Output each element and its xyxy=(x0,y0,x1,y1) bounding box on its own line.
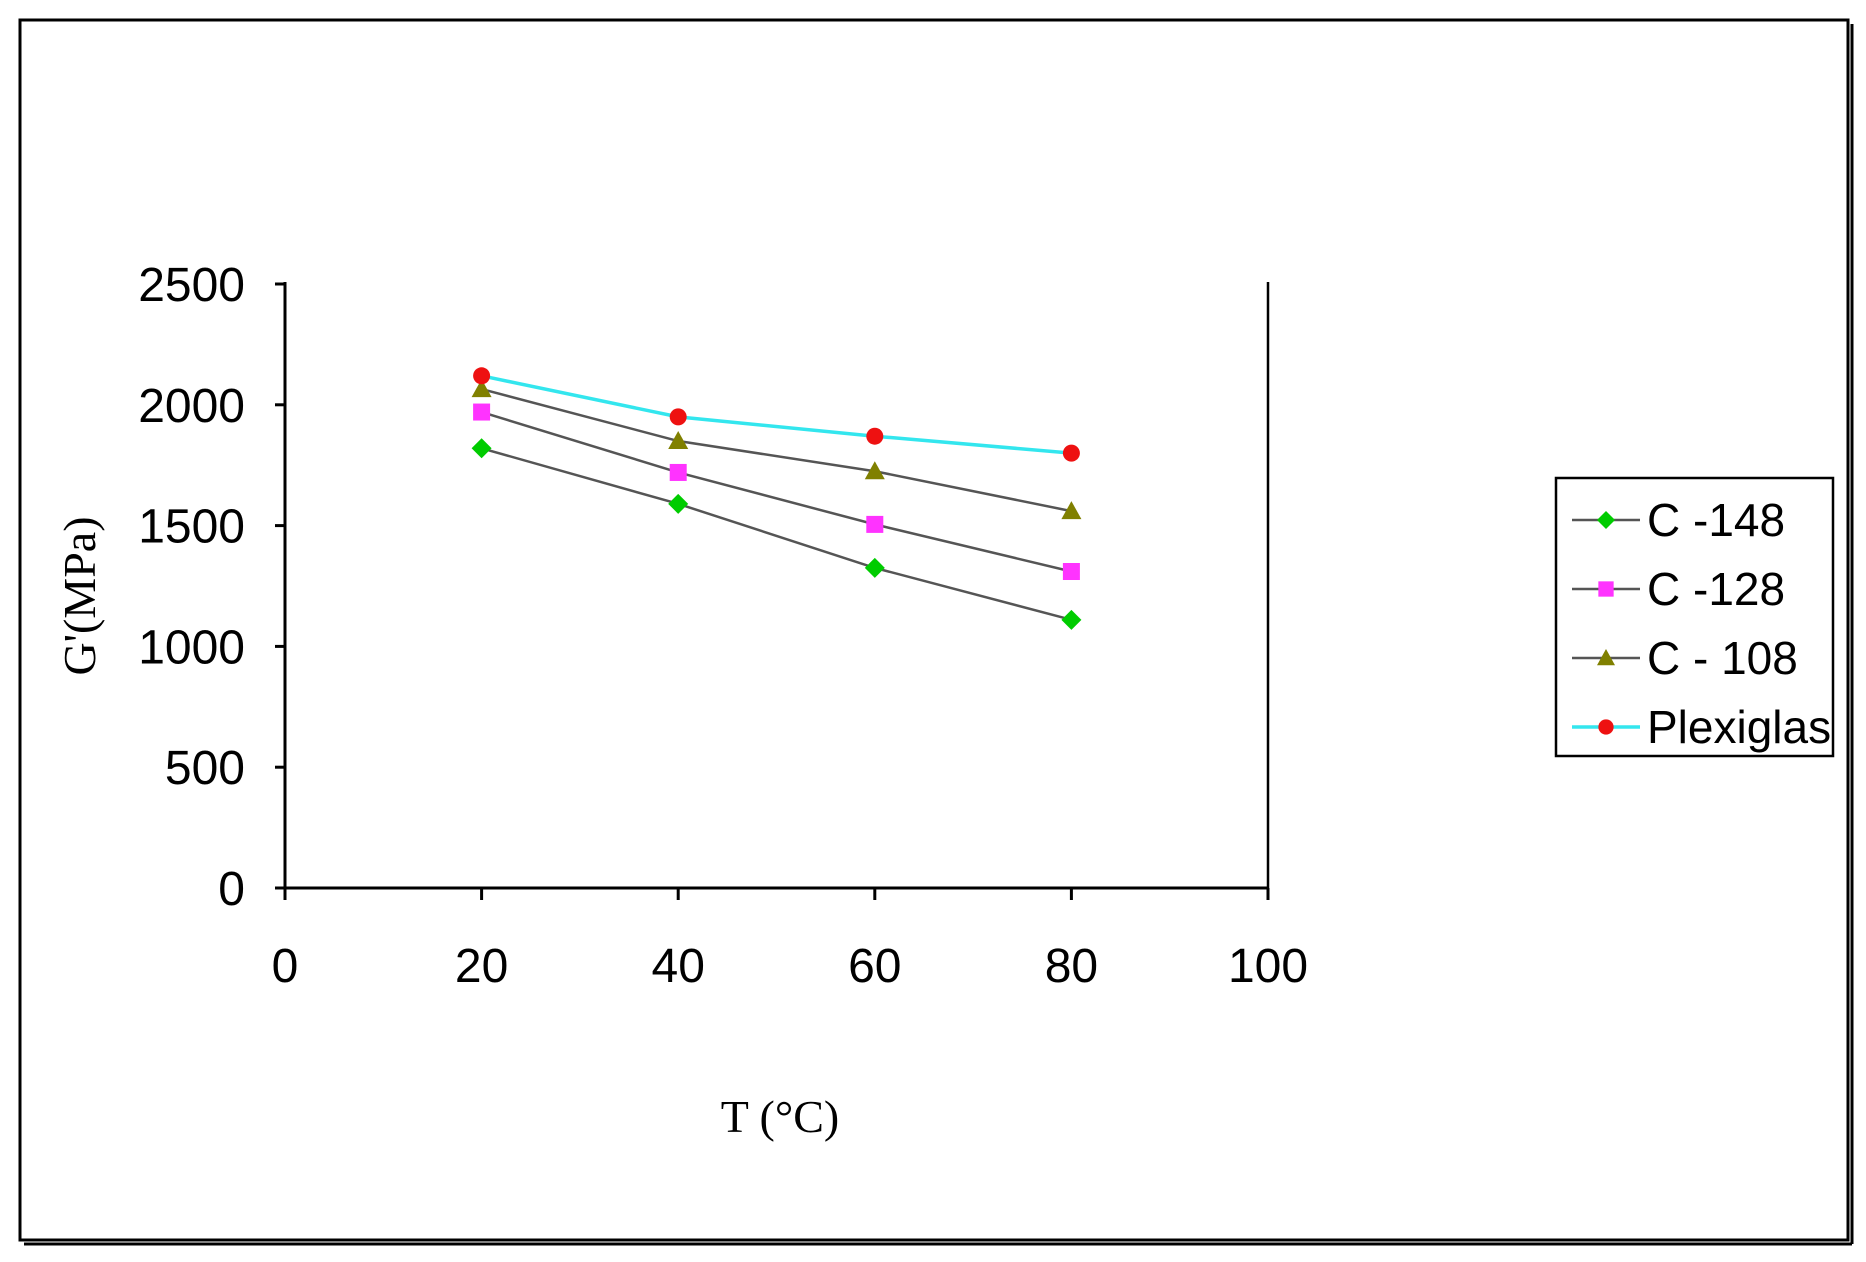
data-point xyxy=(473,403,491,421)
x-tick-label: 40 xyxy=(652,940,705,993)
series-line xyxy=(481,387,1072,513)
legend-label: C -148 xyxy=(1647,494,1785,546)
legend-swatch-marker xyxy=(1598,581,1614,597)
data-point xyxy=(668,493,689,514)
x-tick-label: 0 xyxy=(272,940,299,993)
x-axis-title: T (°C) xyxy=(721,1091,839,1142)
legend: C -148 C -128 C - 108 Plexiglas xyxy=(1554,476,1835,758)
legend-swatch-marker xyxy=(1598,719,1614,735)
series-2 xyxy=(473,403,1080,581)
series-layer xyxy=(471,367,1082,630)
series-4 xyxy=(473,367,1080,462)
y-tick-label: 1000 xyxy=(138,621,245,674)
data-point xyxy=(1062,563,1080,581)
data-point xyxy=(866,427,884,445)
legend-swatch-marker xyxy=(1597,511,1615,529)
legend-item: C - 108 xyxy=(1572,632,1798,684)
series-line xyxy=(481,410,1072,573)
data-point xyxy=(1062,444,1080,462)
x-tick-label: 60 xyxy=(848,940,901,993)
legend-swatch-marker xyxy=(1597,649,1615,666)
data-point xyxy=(1061,609,1082,630)
data-point xyxy=(864,557,885,578)
y-axis-title: G'(MPa) xyxy=(54,516,105,675)
series-line xyxy=(481,374,1072,455)
data-point xyxy=(471,379,492,398)
legend-label: C - 108 xyxy=(1647,632,1798,684)
data-point xyxy=(1061,501,1082,520)
series-line xyxy=(481,447,1072,622)
y-tick-label: 2000 xyxy=(138,380,245,433)
y-tick-label: 2500 xyxy=(138,259,245,312)
data-point xyxy=(669,408,687,426)
x-tick-label: 80 xyxy=(1045,940,1098,993)
data-point xyxy=(668,431,689,450)
data-point xyxy=(473,367,491,385)
y-tick-label: 1500 xyxy=(138,501,245,554)
data-point xyxy=(471,438,492,459)
chart-frame xyxy=(18,18,1850,1242)
data-point xyxy=(864,461,885,480)
x-tick-label: 20 xyxy=(455,940,508,993)
data-point xyxy=(669,463,687,481)
series-1 xyxy=(471,438,1082,630)
legend-label: C -128 xyxy=(1647,563,1785,615)
x-tick-label: 100 xyxy=(1228,940,1308,993)
legend-item: Plexiglas xyxy=(1572,701,1831,753)
series-3 xyxy=(471,379,1082,520)
legend-item: C -148 xyxy=(1572,494,1785,546)
data-point xyxy=(866,515,884,533)
y-tick-label: 0 xyxy=(218,863,245,916)
legend-item: C -128 xyxy=(1572,563,1785,615)
legend-label: Plexiglas xyxy=(1647,701,1831,753)
axes: 0 500 1000 1500 2000 2500 0 20 40 60 80 100 xyxy=(138,259,1308,993)
y-tick-label: 500 xyxy=(165,742,245,795)
